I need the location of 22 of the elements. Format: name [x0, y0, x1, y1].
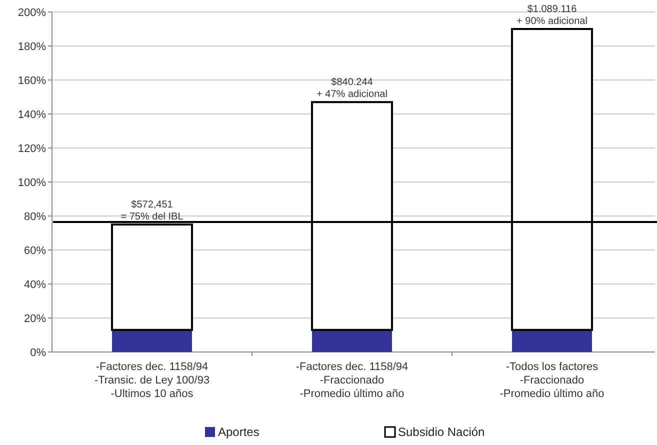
y-tick-label: 100% [18, 176, 46, 189]
y-tick-label: 120% [18, 142, 46, 155]
bar [512, 330, 592, 352]
y-tick-label: 40% [24, 278, 46, 291]
annotation: $1.089.116 + 90% adicional [516, 4, 588, 27]
y-tick-label: 80% [24, 210, 46, 223]
x-tick-label: -Factores dec. 1158/94 -Fraccionado -Promedio último año [296, 361, 408, 400]
y-tick-label: 200% [18, 6, 46, 19]
y-tick-label: 20% [24, 312, 46, 325]
annotation: $840.244 + 47% adicional [316, 77, 388, 100]
x-tick-label: -Todos los factores -Fraccionado -Promedio último año [500, 361, 604, 400]
y-tick-label: 140% [18, 108, 46, 121]
y-tick-label: 60% [24, 244, 46, 257]
y-tick-label: 180% [18, 40, 46, 53]
annotation: $572,451 = 75% del IBL [120, 200, 184, 222]
y-tick-label: 160% [18, 74, 46, 87]
y-tick-label: 0% [30, 346, 46, 359]
bar [312, 330, 392, 352]
x-tick-label: -Factores dec. 1158/94 -Transic. de Ley 100/93 -Ultimos 10 años [94, 361, 210, 400]
bar [112, 330, 192, 352]
legend-label: Aportes [218, 425, 260, 439]
legend-label: Subsidio Nación [398, 425, 485, 439]
